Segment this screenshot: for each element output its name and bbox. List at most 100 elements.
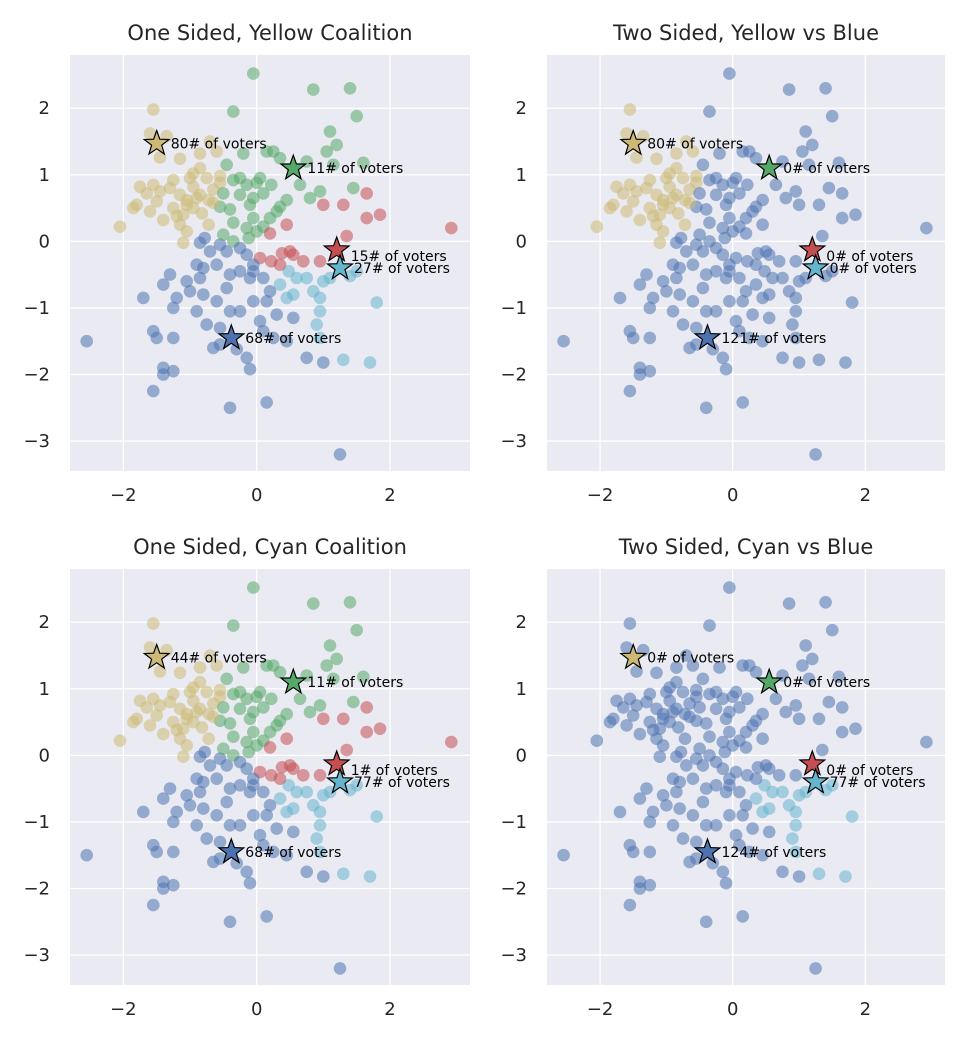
voter-point <box>313 291 327 305</box>
voter-point <box>646 723 660 737</box>
voter-point <box>290 271 304 285</box>
voter-point <box>812 867 826 881</box>
voter-point <box>703 730 716 743</box>
voter-point <box>157 278 170 291</box>
voter-point <box>193 785 207 799</box>
voter-point <box>832 670 846 684</box>
voter-point <box>183 171 197 185</box>
voter-point <box>733 701 746 714</box>
voter-point <box>343 82 357 95</box>
voter-point <box>275 247 289 260</box>
voter-point <box>333 448 347 461</box>
voter-point <box>699 915 713 929</box>
voter-point <box>686 659 700 672</box>
voter-point <box>170 723 183 737</box>
voter-point <box>789 845 803 859</box>
voter-point <box>173 152 187 166</box>
voter-point <box>762 248 776 261</box>
x-tick-label: 2 <box>860 485 871 506</box>
voter-point <box>210 145 223 158</box>
voter-point <box>839 356 852 369</box>
voter-point <box>709 702 723 716</box>
voter-point <box>822 695 836 709</box>
voter-point <box>445 221 458 235</box>
voter-point <box>280 334 294 348</box>
voter-point <box>716 248 730 261</box>
voter-point <box>623 103 637 116</box>
voter-point <box>263 227 277 240</box>
voter-point <box>337 353 350 367</box>
voter-point <box>693 742 706 755</box>
voter-point <box>640 782 653 795</box>
voter-point <box>247 295 260 308</box>
voter-point <box>696 759 710 772</box>
voter-point <box>726 690 739 704</box>
voter-point <box>699 401 713 415</box>
voter-point <box>646 805 660 819</box>
voter-point <box>696 158 710 172</box>
y-tick-label: 1 <box>39 679 50 700</box>
voter-point <box>626 331 640 345</box>
voter-point <box>696 281 710 295</box>
voter-point <box>626 195 640 208</box>
voter-point <box>363 870 377 883</box>
voter-point <box>660 285 673 298</box>
candidate-red-label: 15# of voters <box>351 249 447 265</box>
voter-point <box>643 878 657 892</box>
voter-point <box>113 220 127 233</box>
voter-point <box>769 178 783 192</box>
voter-point <box>623 692 637 706</box>
voter-point <box>626 845 640 859</box>
voter-point <box>719 876 733 890</box>
voter-point <box>673 288 686 301</box>
voter-point <box>273 278 287 291</box>
voter-point <box>613 805 627 819</box>
candidate-blue-star <box>217 837 246 864</box>
voter-point <box>190 191 203 205</box>
voter-point <box>719 271 733 285</box>
candidate-green-label: 0# of voters <box>783 675 870 691</box>
voter-point <box>323 639 337 652</box>
voter-point <box>723 772 736 785</box>
voter-point <box>240 735 253 749</box>
voter-point <box>751 761 765 774</box>
voter-point <box>337 867 350 881</box>
voter-point <box>250 176 263 190</box>
voter-point <box>240 692 253 706</box>
voter-point <box>683 710 696 724</box>
voter-point <box>300 785 314 799</box>
voter-point <box>193 271 207 285</box>
voter-point <box>213 683 227 697</box>
voter-point <box>719 712 733 726</box>
subplot-top-left: One Sided, Yellow Coalition −2 0 2 −3 −2 −1 0 1… <box>23 21 470 506</box>
voter-point <box>317 870 330 883</box>
voter-point <box>220 759 233 772</box>
voter-point <box>313 254 327 268</box>
y-tick-label: −3 <box>23 945 50 966</box>
voter-point <box>360 187 374 200</box>
voter-point <box>157 792 170 805</box>
voter-point <box>373 722 387 735</box>
voter-point <box>223 268 237 281</box>
voter-point <box>263 741 277 754</box>
voter-point <box>849 208 862 221</box>
voter-point <box>143 205 157 218</box>
voter-point <box>802 158 816 172</box>
voter-point <box>247 809 260 822</box>
voter-point <box>825 623 839 637</box>
voter-point <box>280 732 294 745</box>
subplot-bottom-right: Two Sided, Cyan vs Blue −2 0 2 −3 −2 −1 0 1 2 0# … <box>500 535 945 1020</box>
voter-point <box>756 218 769 231</box>
voter-point <box>243 712 257 726</box>
voter-point <box>293 178 307 192</box>
voter-point <box>678 732 692 745</box>
voter-point <box>230 342 243 356</box>
voter-point <box>729 314 743 328</box>
voter-point <box>180 789 193 802</box>
voter-point <box>620 127 633 140</box>
voter-point <box>709 188 723 202</box>
voter-point <box>623 384 637 398</box>
voter-point <box>806 138 819 152</box>
candidate-blue-label: 121# of voters <box>722 331 827 347</box>
voter-point <box>789 769 803 782</box>
